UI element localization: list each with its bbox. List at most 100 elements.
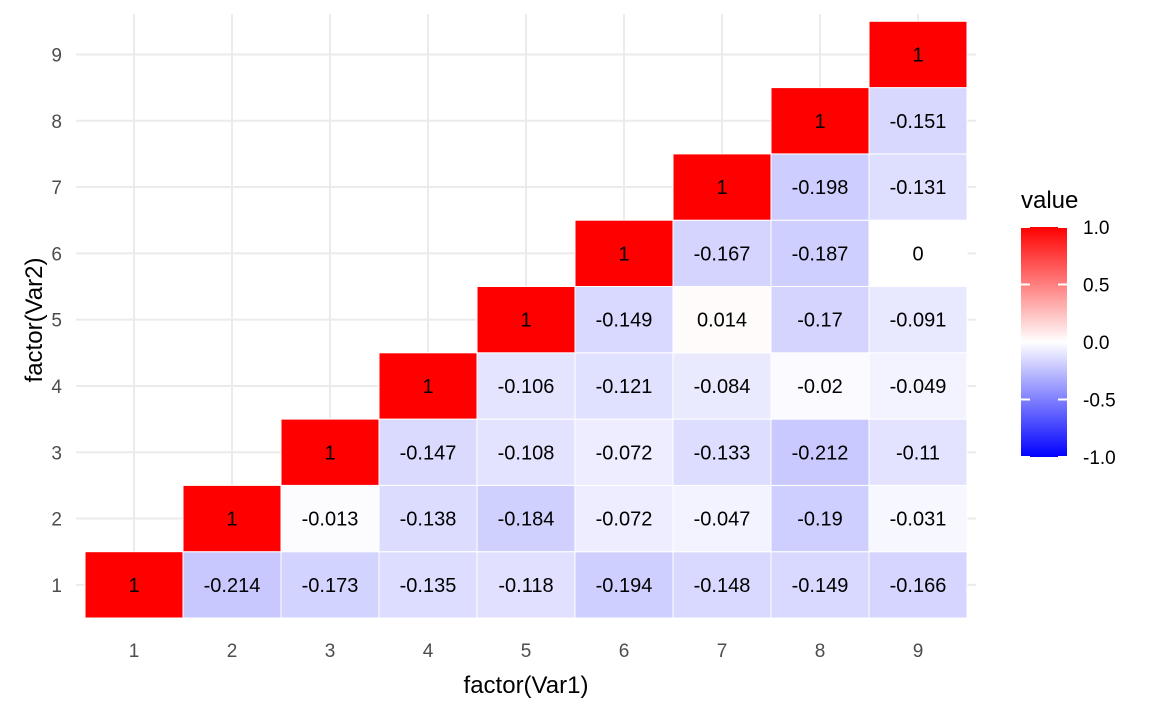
cell-value-label: -0.214 — [204, 575, 261, 597]
x-tick-label: 6 — [619, 641, 630, 662]
y-tick-label: 7 — [51, 178, 62, 199]
cell-value-label: 1 — [226, 509, 237, 531]
heatmap-cell — [574, 286, 674, 354]
heatmap-cell — [672, 418, 772, 486]
y-tick-label: 8 — [51, 112, 62, 133]
x-tick-label: 9 — [913, 641, 924, 662]
heatmap-cell — [770, 418, 870, 486]
heatmap-cell — [476, 352, 576, 420]
cell-value-label: -0.147 — [400, 442, 457, 464]
cell-value-label: -0.135 — [400, 575, 457, 597]
y-tick-label: 1 — [51, 576, 62, 597]
cell-value-label: 1 — [814, 111, 825, 133]
cell-value-label: -0.187 — [792, 243, 849, 265]
cell-value-label: 1 — [422, 376, 433, 398]
heatmap-cell — [574, 352, 674, 420]
legend-tick-label: 0.5 — [1083, 276, 1109, 297]
heatmap-cell — [378, 418, 478, 486]
y-tick-label: 4 — [51, 377, 62, 398]
heatmap-cell — [770, 484, 870, 553]
x-axis-title: factor(Var1) — [464, 672, 589, 699]
x-tick-label: 2 — [227, 641, 238, 662]
cell-value-label: 1 — [128, 575, 139, 597]
cell-value-label: -0.184 — [498, 509, 555, 531]
y-tick-label: 6 — [51, 244, 62, 265]
y-tick-label: 2 — [51, 510, 62, 531]
cell-value-label: -0.151 — [890, 111, 947, 133]
x-axis-ticks: 1 2 3 4 5 6 7 8 9 — [129, 641, 924, 662]
cell-value-label: -0.167 — [694, 243, 751, 265]
cell-value-label: -0.131 — [890, 177, 947, 199]
cell-value-label: -0.148 — [694, 575, 751, 597]
cell-value-label: -0.118 — [498, 575, 553, 597]
cell-value-label: -0.198 — [792, 177, 849, 199]
cell-value-label: -0.19 — [797, 509, 843, 531]
x-tick-label: 5 — [521, 641, 532, 662]
heatmap-cell — [770, 87, 870, 155]
heatmap-cell — [868, 87, 968, 155]
y-tick-label: 5 — [51, 311, 62, 332]
cell-labels: 1 -0.214 -0.173 -0.135 -0.118 -0.194 -0.148 -0.… — [128, 44, 946, 596]
heatmap-cell — [574, 418, 674, 486]
x-tick-label: 4 — [423, 641, 434, 662]
heatmap-cell — [868, 551, 968, 619]
heatmap-cells — [84, 20, 968, 619]
cell-value-label: -0.031 — [890, 509, 947, 531]
heatmap-cell — [378, 484, 478, 553]
cell-value-label: -0.072 — [596, 509, 653, 531]
legend-ticks: 1.0 0.5 0.0 -0.5 -1.0 — [1021, 218, 1116, 469]
color-legend: value 1.0 0.5 0.0 -0.5 -1.0 — [1021, 187, 1116, 469]
legend-tick-label: 1.0 — [1083, 218, 1109, 239]
heatmap-cell — [476, 484, 576, 553]
cell-value-label: -0.072 — [596, 442, 653, 464]
heatmap-cell — [672, 551, 772, 619]
heatmap-cell — [770, 551, 870, 619]
heatmap-cell — [280, 418, 380, 486]
y-axis-title: factor(Var2) — [21, 258, 48, 383]
cell-value-label: -0.17 — [797, 310, 843, 332]
heatmap-cell — [182, 484, 282, 553]
cell-value-label: -0.149 — [792, 575, 849, 597]
cell-value-label: -0.108 — [498, 442, 555, 464]
heatmap-cell — [672, 153, 772, 221]
cell-value-label: 1 — [716, 177, 727, 199]
heatmap-cell — [574, 551, 674, 619]
cell-value-label: -0.084 — [694, 376, 751, 398]
cell-value-label: -0.212 — [792, 442, 849, 464]
cell-value-label: -0.173 — [302, 575, 359, 597]
heatmap-cell — [574, 219, 674, 287]
cell-value-label: 1 — [912, 44, 923, 66]
y-axis-ticks: 1 2 3 4 5 6 7 8 9 — [51, 45, 62, 596]
x-tick-label: 3 — [325, 641, 336, 662]
heatmap-cell — [378, 551, 478, 619]
heatmap-cell — [476, 286, 576, 354]
cell-value-label: -0.149 — [596, 310, 653, 332]
heatmap-cell — [672, 484, 772, 553]
cell-value-label: -0.11 — [896, 442, 940, 464]
cell-value-label: 1 — [324, 442, 335, 464]
heatmap-cell — [868, 484, 968, 553]
heatmap-cell — [378, 352, 478, 420]
cell-value-label: -0.049 — [890, 376, 947, 398]
legend-tick-label: -1.0 — [1083, 448, 1116, 469]
heatmap-cell — [574, 484, 674, 553]
y-tick-label: 9 — [51, 45, 62, 66]
y-tick-label: 3 — [51, 443, 62, 464]
heatmap-cell — [770, 352, 870, 420]
cell-value-label: 0 — [912, 243, 923, 265]
legend-tick-label: 0.0 — [1083, 333, 1109, 354]
cell-value-label: -0.166 — [890, 575, 947, 597]
heatmap-cell — [476, 418, 576, 486]
x-tick-label: 1 — [129, 641, 140, 662]
heatmap-cell — [868, 352, 968, 420]
legend-tick-label: -0.5 — [1083, 391, 1116, 412]
heatmap-cell — [868, 418, 968, 486]
cell-value-label: -0.091 — [890, 310, 947, 332]
cell-value-label: -0.133 — [694, 442, 751, 464]
cell-value-label: 0.014 — [697, 310, 747, 332]
cell-value-label: -0.106 — [498, 376, 555, 398]
cell-value-label: -0.121 — [596, 376, 653, 398]
cell-value-label: -0.02 — [797, 376, 843, 398]
